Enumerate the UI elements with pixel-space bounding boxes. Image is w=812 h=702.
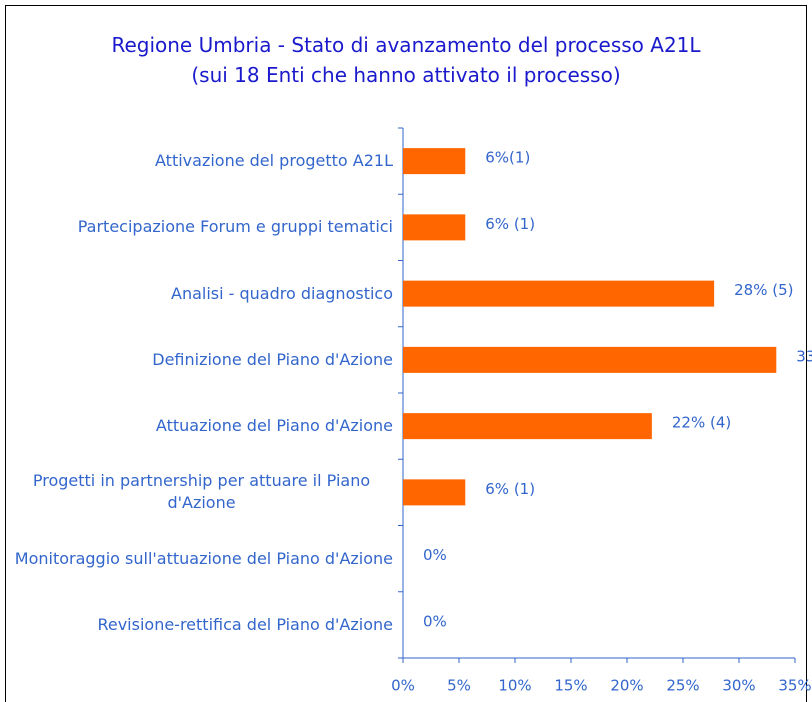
value-label: 0%: [423, 612, 447, 630]
value-label: 0%: [423, 546, 447, 564]
category-label: Progetti in partnership per attuare il P…: [10, 470, 393, 514]
bar: [403, 346, 777, 373]
x-tick-label: 0%: [391, 677, 415, 695]
x-tick-label: 25%: [666, 677, 699, 695]
category-text: Partecipazione Forum e gruppi tematici: [77, 217, 393, 237]
value-label: 22% (4): [672, 414, 731, 432]
category-label: Revisione-rettifica del Piano d'Azione: [10, 614, 393, 636]
category-text: Attuazione del Piano d'Azione: [155, 416, 393, 436]
x-tick-label: 15%: [554, 677, 587, 695]
value-label: 6% (1): [485, 215, 535, 233]
bar: [403, 479, 466, 506]
x-tick-label: 10%: [498, 677, 531, 695]
category-text: Progetti in partnership per attuare il P…: [32, 471, 371, 513]
bar: [403, 148, 466, 175]
category-text: Definizione del Piano d'Azione: [152, 349, 393, 369]
category-label: Definizione del Piano d'Azione: [10, 349, 393, 371]
value-label: 6%(1): [485, 149, 530, 167]
x-tick-label: 5%: [447, 677, 471, 695]
value-label: 6% (1): [485, 480, 535, 498]
category-label: Monitoraggio sull'attuazione del Piano d…: [10, 548, 393, 570]
bar: [403, 413, 652, 440]
category-label: Attivazione del progetto A21L: [10, 150, 393, 172]
frame: [5, 5, 807, 702]
category-text: Attivazione del progetto A21L: [155, 151, 393, 171]
x-tick-label: 35%: [778, 677, 811, 695]
x-tick-label: 20%: [610, 677, 643, 695]
bar: [403, 214, 466, 241]
category-label: Partecipazione Forum e gruppi tematici: [10, 216, 393, 238]
category-label: Attuazione del Piano d'Azione: [10, 415, 393, 437]
chart-subtitle: (sui 18 Enti che hanno attivato il proce…: [191, 63, 621, 87]
category-label: Analisi - quadro diagnostico: [10, 283, 393, 305]
category-text: Monitoraggio sull'attuazione del Piano d…: [14, 548, 393, 568]
chart-title: Regione Umbria - Stato di avanzamento de…: [111, 33, 701, 57]
value-label: 28% (5): [734, 281, 793, 299]
value-label: 33% (6): [796, 347, 812, 365]
bar: [403, 280, 715, 307]
category-text: Analisi - quadro diagnostico: [171, 283, 393, 303]
category-text: Revisione-rettifica del Piano d'Azione: [97, 614, 393, 634]
x-tick-label: 30%: [722, 677, 755, 695]
